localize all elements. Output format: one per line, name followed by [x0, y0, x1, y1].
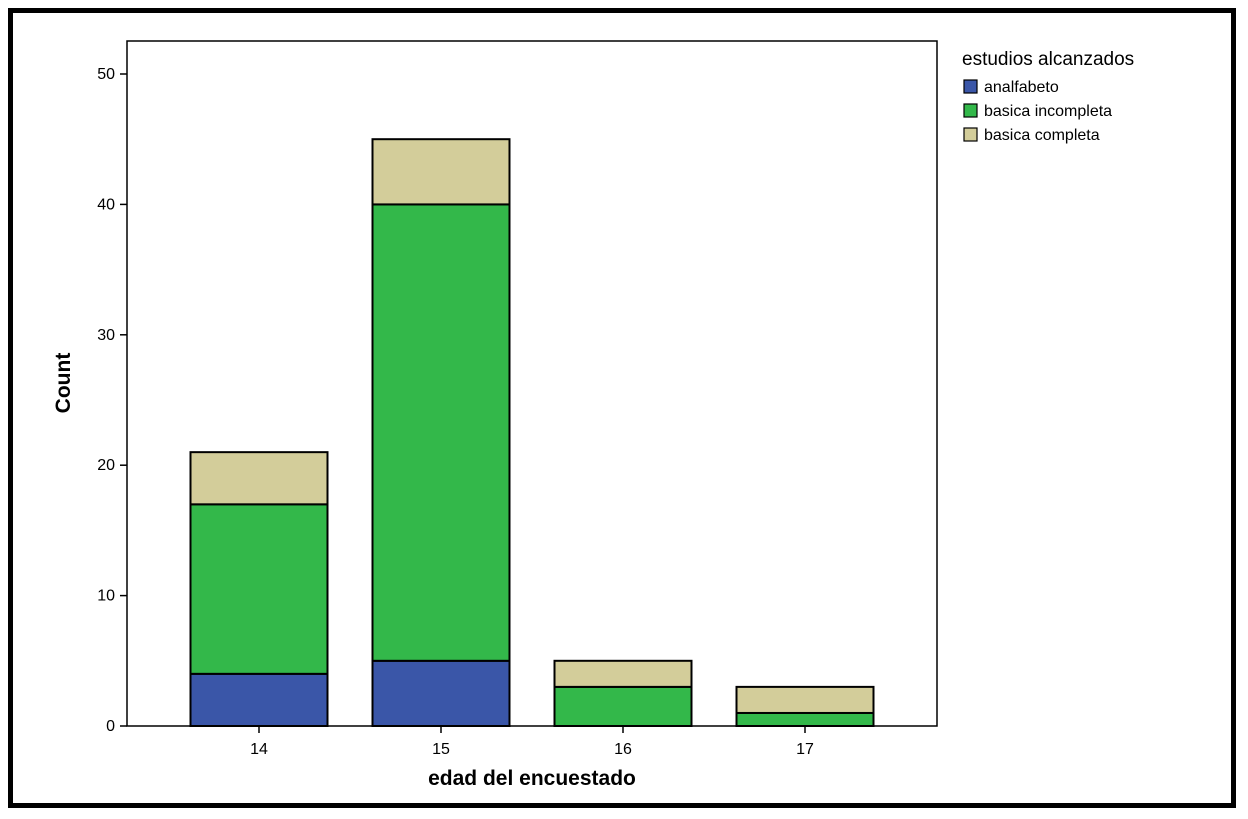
bar-segment-basica-incompleta-17	[735, 711, 875, 728]
bar-segment-basica-completa-16	[553, 659, 693, 688]
y-tick-label: 50	[97, 66, 115, 83]
y-tick-label: 10	[97, 588, 115, 605]
bars-layer	[189, 138, 875, 728]
y-tick-label: 0	[106, 718, 115, 735]
x-tick-label: 15	[432, 741, 450, 758]
legend-swatch	[963, 103, 978, 118]
legend-label: basica incompleta	[984, 103, 1112, 120]
legend-label: basica completa	[984, 127, 1100, 144]
bar-segment-analfabeto-14	[189, 672, 329, 728]
y-tick-label: 30	[97, 327, 115, 344]
legend: estudios alcanzados analfabeto basica inc…	[962, 49, 1134, 144]
y-tick-label: 40	[97, 196, 115, 213]
x-tick-label: 14	[250, 741, 268, 758]
bar-segment-basica-completa-14	[189, 451, 329, 506]
legend-title: estudios alcanzados	[962, 49, 1134, 70]
legend-label: analfabeto	[984, 79, 1059, 96]
bar-segment-basica-completa-17	[735, 685, 875, 714]
y-tick-label: 20	[97, 457, 115, 474]
legend-swatch	[963, 127, 978, 142]
x-axis-title: edad del encuestado	[428, 767, 636, 790]
y-axis: 0 10 20 30 40 50	[97, 66, 127, 735]
legend-swatch	[963, 79, 978, 94]
bar-segment-basica-completa-15	[371, 138, 511, 206]
x-axis: 14 15 16 17	[250, 726, 814, 758]
bar-segment-analfabeto-15	[371, 659, 511, 727]
bar-segment-basica-incompleta-16	[553, 685, 693, 728]
bar-segment-basica-incompleta-14	[189, 503, 329, 675]
y-axis-title: Count	[52, 353, 75, 414]
legend-items: analfabeto basica incompleta basica comple…	[963, 79, 1112, 144]
x-tick-label: 16	[614, 741, 632, 758]
x-tick-label: 17	[796, 741, 814, 758]
bar-segment-basica-incompleta-15	[371, 203, 511, 662]
